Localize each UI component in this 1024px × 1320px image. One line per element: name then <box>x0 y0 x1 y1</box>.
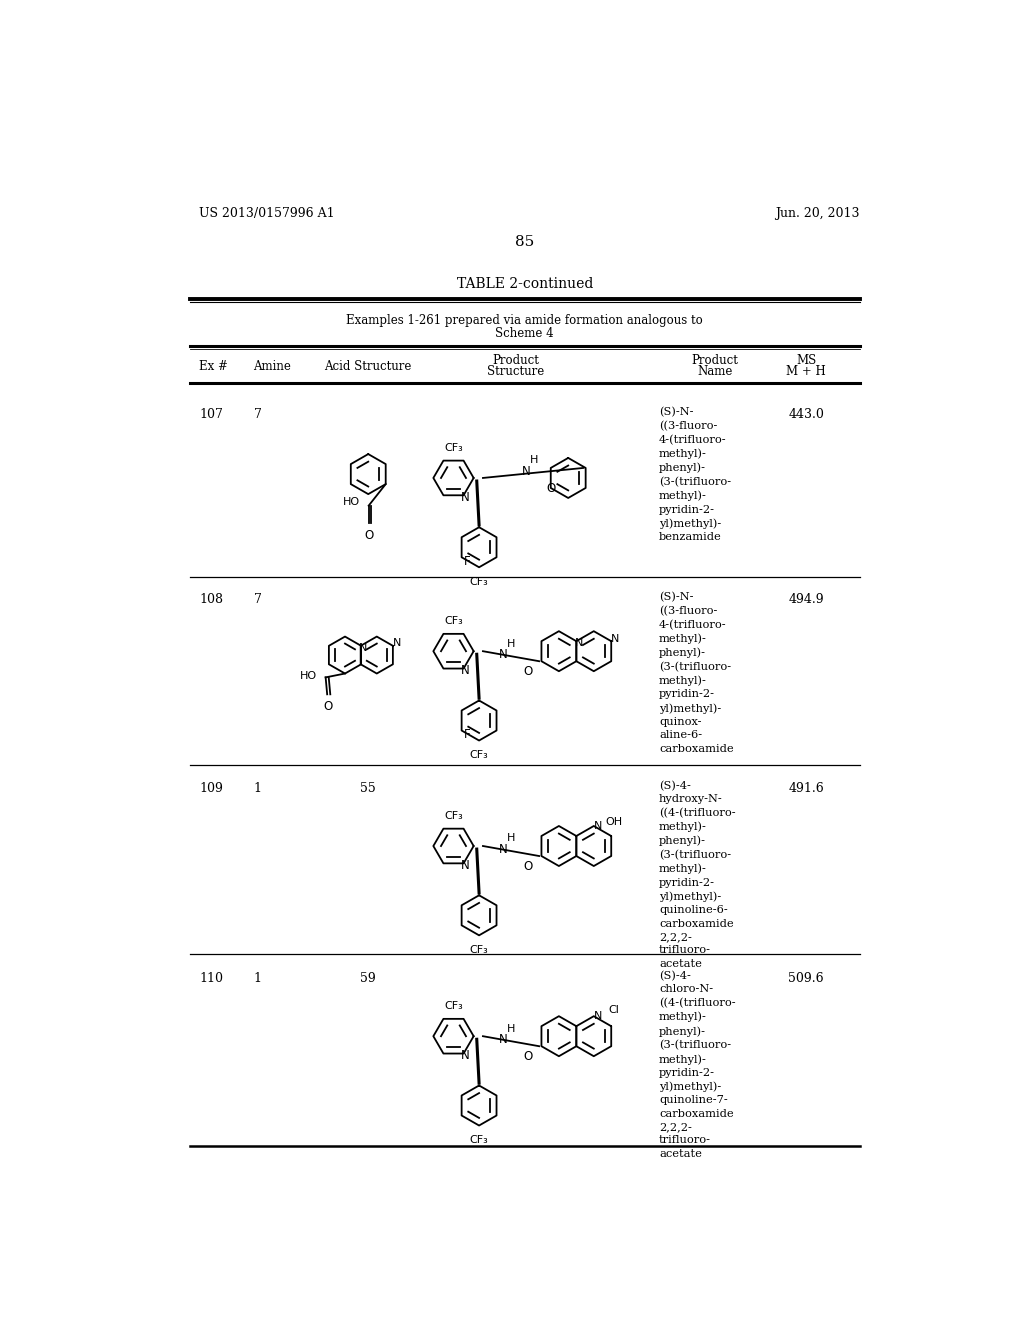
Text: H: H <box>507 1023 516 1034</box>
Text: N: N <box>461 859 469 873</box>
Text: Structure: Structure <box>486 366 544 379</box>
Text: 7: 7 <box>254 408 261 421</box>
Text: O: O <box>524 1051 534 1064</box>
Text: 108: 108 <box>200 593 223 606</box>
Text: Name: Name <box>697 366 732 379</box>
Text: HO: HO <box>343 496 360 507</box>
Text: CF₃: CF₃ <box>470 577 488 586</box>
Text: N: N <box>461 664 469 677</box>
Text: CF₃: CF₃ <box>444 1001 463 1011</box>
Text: N: N <box>574 639 583 648</box>
Text: Cl: Cl <box>608 1006 618 1015</box>
Text: N: N <box>500 1034 508 1047</box>
Text: N: N <box>522 465 530 478</box>
Text: H: H <box>507 833 516 843</box>
Text: 7: 7 <box>254 593 261 606</box>
Text: N: N <box>611 634 620 644</box>
Text: CF₃: CF₃ <box>470 1135 488 1144</box>
Text: 110: 110 <box>200 972 223 985</box>
Text: O: O <box>324 701 333 714</box>
Text: (S)-N-
((3-fluoro-
4-(trifluoro-
methyl)-
phenyl)-
(3-(trifluoro-
methyl)-
pyrid: (S)-N- ((3-fluoro- 4-(trifluoro- methyl)… <box>658 591 733 754</box>
Text: 509.6: 509.6 <box>788 972 824 985</box>
Text: O: O <box>547 482 556 495</box>
Text: CF₃: CF₃ <box>444 616 463 626</box>
Text: Amine: Amine <box>254 360 292 372</box>
Text: HO: HO <box>300 671 317 681</box>
Text: 85: 85 <box>515 235 535 248</box>
Text: N: N <box>461 1049 469 1063</box>
Text: Product: Product <box>493 354 539 367</box>
Text: 1: 1 <box>254 972 261 985</box>
Text: O: O <box>524 861 534 874</box>
Text: Product: Product <box>691 354 738 367</box>
Text: Acid Structure: Acid Structure <box>325 360 412 372</box>
Text: H: H <box>530 455 539 465</box>
Text: OH: OH <box>605 817 623 826</box>
Text: CF₃: CF₃ <box>444 810 463 821</box>
Text: F: F <box>464 727 471 741</box>
Text: (S)-N-
((3-fluoro-
4-(trifluoro-
methyl)-
phenyl)-
(3-(trifluoro-
methyl)-
pyrid: (S)-N- ((3-fluoro- 4-(trifluoro- methyl)… <box>658 407 731 543</box>
Text: O: O <box>365 529 374 541</box>
Text: N: N <box>461 491 469 504</box>
Text: N: N <box>500 843 508 855</box>
Text: N: N <box>594 821 602 832</box>
Text: 55: 55 <box>360 781 376 795</box>
Text: M + H: M + H <box>786 366 826 379</box>
Text: 1: 1 <box>254 781 261 795</box>
Text: (S)-4-
chloro-N-
((4-(trifluoro-
methyl)-
phenyl)-
(3-(trifluoro-
methyl)-
pyrid: (S)-4- chloro-N- ((4-(trifluoro- methyl)… <box>658 970 735 1159</box>
Text: N: N <box>358 643 368 653</box>
Text: H: H <box>507 639 516 648</box>
Text: 494.9: 494.9 <box>788 593 824 606</box>
Text: Examples 1-261 prepared via amide formation analogous to: Examples 1-261 prepared via amide format… <box>346 314 703 326</box>
Text: N: N <box>594 1011 602 1022</box>
Text: TABLE 2-continued: TABLE 2-continued <box>457 277 593 290</box>
Text: 109: 109 <box>200 781 223 795</box>
Text: CF₃: CF₃ <box>470 945 488 954</box>
Text: US 2013/0157996 A1: US 2013/0157996 A1 <box>200 207 335 220</box>
Text: Jun. 20, 2013: Jun. 20, 2013 <box>775 207 859 220</box>
Text: 491.6: 491.6 <box>788 781 824 795</box>
Text: 107: 107 <box>200 408 223 421</box>
Text: F: F <box>464 554 471 568</box>
Text: (S)-4-
hydroxy-N-
((4-(trifluoro-
methyl)-
phenyl)-
(3-(trifluoro-
methyl)-
pyri: (S)-4- hydroxy-N- ((4-(trifluoro- methyl… <box>658 780 735 969</box>
Text: CF₃: CF₃ <box>470 750 488 760</box>
Text: 443.0: 443.0 <box>788 408 824 421</box>
Text: N: N <box>392 639 401 648</box>
Text: Ex #: Ex # <box>200 360 228 372</box>
Text: Scheme 4: Scheme 4 <box>496 327 554 341</box>
Text: CF₃: CF₃ <box>444 444 463 453</box>
Text: N: N <box>500 648 508 661</box>
Text: 59: 59 <box>360 972 376 985</box>
Text: MS: MS <box>796 354 816 367</box>
Text: O: O <box>524 665 534 678</box>
